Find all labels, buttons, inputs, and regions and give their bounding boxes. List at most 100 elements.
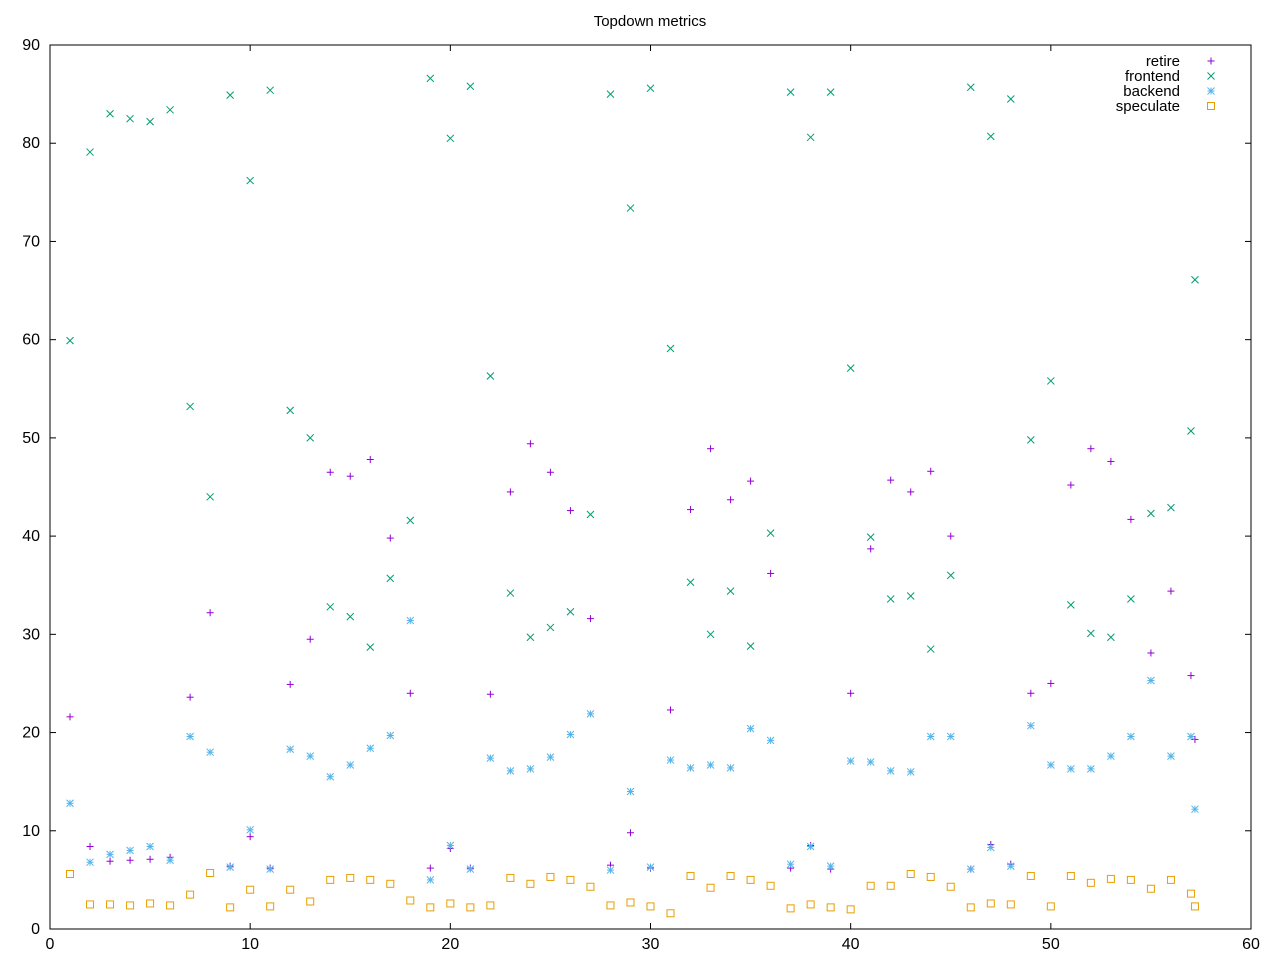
- speculate-point: [546, 872, 555, 881]
- backend-point: [686, 764, 695, 772]
- retire-point: [206, 609, 214, 617]
- frontend-point: [386, 574, 395, 583]
- retire-point: [1127, 515, 1135, 523]
- speculate-point: [446, 899, 455, 908]
- retire-point: [186, 693, 194, 701]
- retire-point: [767, 569, 775, 577]
- retire-point: [386, 534, 394, 542]
- speculate-point: [886, 881, 895, 890]
- frontend-point: [66, 336, 74, 345]
- frontend-point: [106, 109, 114, 118]
- backend-point: [886, 767, 895, 775]
- speculate-point: [566, 875, 575, 884]
- frontend-point: [146, 117, 154, 126]
- speculate-point: [106, 900, 115, 909]
- backend-point: [286, 745, 295, 754]
- retire-point: [106, 857, 114, 865]
- backend-point: [1147, 676, 1155, 685]
- retire-point: [947, 532, 955, 540]
- frontend-point: [886, 595, 895, 603]
- speculate-point: [226, 903, 235, 912]
- speculate-point: [146, 899, 155, 908]
- frontend-point: [1087, 629, 1095, 638]
- frontend-point: [306, 434, 315, 442]
- backend-point: [406, 616, 415, 625]
- backend-point: [506, 767, 515, 775]
- backend-point: [66, 799, 74, 808]
- speculate-point: [626, 898, 635, 907]
- frontend-point: [1026, 435, 1035, 444]
- frontend-point: [226, 91, 235, 99]
- retire-point: [286, 680, 294, 688]
- speculate-point: [426, 903, 435, 912]
- retire-point: [687, 506, 695, 514]
- retire-point: [1147, 649, 1155, 657]
- speculate-point: [766, 881, 775, 890]
- frontend-point: [326, 602, 335, 611]
- x-tick-label: 40: [842, 936, 860, 953]
- series-backend: [66, 616, 1199, 884]
- backend-point: [606, 866, 615, 874]
- backend-point: [386, 731, 395, 740]
- y-tick-label: 30: [22, 626, 40, 643]
- frontend-point: [206, 492, 214, 501]
- speculate-point: [926, 872, 935, 881]
- legend-marker-retire: [1207, 57, 1215, 65]
- frontend-point: [846, 364, 855, 373]
- speculate-point: [806, 900, 815, 909]
- speculate-point: [746, 875, 755, 884]
- y-tick-label: 20: [22, 725, 40, 742]
- speculate-point: [686, 871, 695, 880]
- frontend-point: [1167, 503, 1175, 512]
- speculate-point: [466, 903, 475, 912]
- speculate-point: [1006, 900, 1015, 909]
- backend-point: [1107, 752, 1115, 760]
- backend-point: [966, 865, 975, 873]
- speculate-point: [86, 900, 95, 909]
- backend-point: [766, 736, 775, 745]
- speculate-point: [846, 905, 855, 914]
- speculate-point: [126, 901, 135, 910]
- retire-point: [426, 864, 434, 872]
- frontend-point: [1046, 377, 1055, 385]
- y-tick-label: 60: [22, 332, 40, 349]
- frontend-point: [166, 105, 174, 114]
- frontend-point: [706, 630, 715, 639]
- speculate-point: [286, 885, 295, 894]
- backend-point: [1066, 765, 1075, 773]
- frontend-point: [806, 133, 815, 142]
- backend-point: [266, 865, 275, 873]
- legend-label-backend: backend: [1123, 83, 1180, 100]
- retire-point: [86, 842, 94, 850]
- retire-point: [366, 455, 374, 463]
- backend-point: [786, 860, 795, 869]
- frontend-point: [126, 114, 134, 123]
- backend-point: [706, 761, 715, 769]
- speculate-point: [306, 897, 315, 906]
- y-tick-label: 90: [22, 37, 40, 54]
- y-tick-label: 50: [22, 430, 40, 447]
- retire-point: [146, 855, 154, 863]
- legend-marker-frontend: [1207, 72, 1215, 80]
- frontend-point: [366, 643, 375, 651]
- frontend-point: [446, 134, 455, 143]
- retire-point: [667, 706, 675, 714]
- speculate-point: [1026, 871, 1035, 880]
- backend-point: [1167, 752, 1175, 760]
- frontend-point: [946, 571, 955, 580]
- series-retire: [66, 440, 1199, 873]
- backend-point: [746, 724, 755, 733]
- frontend-point: [1006, 95, 1015, 103]
- backend-point: [906, 767, 915, 776]
- frontend-point: [246, 176, 255, 185]
- frontend-point: [426, 74, 435, 83]
- backend-point: [226, 863, 235, 871]
- frontend-point: [1107, 633, 1115, 642]
- speculate-point: [366, 875, 375, 884]
- backend-point: [466, 865, 475, 873]
- speculate-point: [1166, 875, 1175, 884]
- backend-point: [946, 732, 955, 741]
- y-tick-label: 80: [22, 135, 40, 152]
- frontend-point: [566, 607, 575, 616]
